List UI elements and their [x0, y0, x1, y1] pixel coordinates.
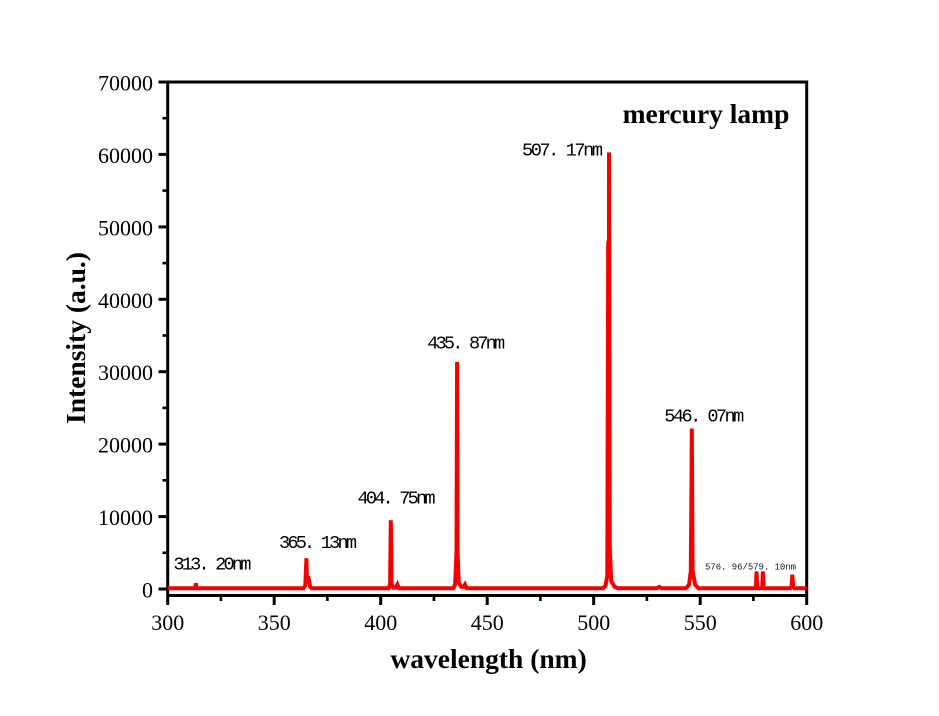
- svg-text:300: 300: [151, 610, 184, 635]
- svg-text:0: 0: [142, 578, 153, 603]
- svg-text:wavelength (nm): wavelength (nm): [390, 643, 586, 674]
- svg-text:20000: 20000: [98, 433, 153, 458]
- svg-text:400: 400: [364, 610, 397, 635]
- svg-text:mercury lamp: mercury lamp: [623, 98, 790, 129]
- svg-text:546. 07nm: 546. 07nm: [664, 407, 744, 428]
- svg-text:576. 96/579. 10nm: 576. 96/579. 10nm: [705, 562, 796, 573]
- svg-text:30000: 30000: [98, 360, 153, 385]
- svg-text:Intensity (a.u.): Intensity (a.u.): [60, 252, 91, 424]
- svg-text:60000: 60000: [98, 143, 153, 168]
- svg-text:450: 450: [471, 610, 504, 635]
- svg-text:404. 75nm: 404. 75nm: [358, 489, 436, 510]
- svg-text:507. 17nm: 507. 17nm: [522, 141, 603, 162]
- svg-text:550: 550: [684, 610, 717, 635]
- svg-text:50000: 50000: [98, 215, 153, 240]
- svg-text:350: 350: [258, 610, 291, 635]
- svg-text:500: 500: [577, 610, 610, 635]
- svg-text:313. 20nm: 313. 20nm: [173, 555, 251, 576]
- svg-text:10000: 10000: [98, 505, 153, 530]
- svg-text:435. 87nm: 435. 87nm: [427, 334, 505, 355]
- svg-text:40000: 40000: [98, 288, 153, 313]
- svg-text:70000: 70000: [98, 71, 153, 96]
- svg-text:600: 600: [790, 610, 823, 635]
- svg-text:365. 13nm: 365. 13nm: [279, 533, 357, 554]
